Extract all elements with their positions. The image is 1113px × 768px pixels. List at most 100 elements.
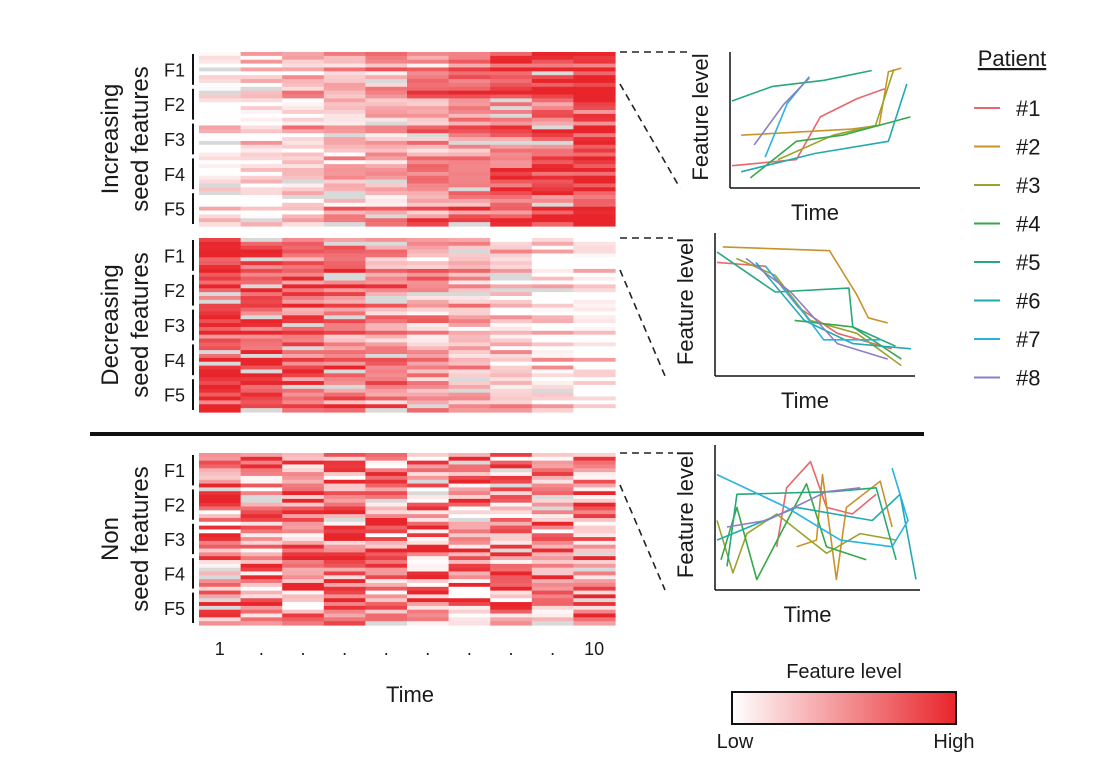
heatmap-cell <box>531 152 574 157</box>
heatmap-cell <box>573 495 616 500</box>
heatmap-cell <box>407 354 450 359</box>
heatmap-cell <box>199 605 242 611</box>
heatmap-cell <box>323 175 366 181</box>
heatmap-cell <box>323 144 366 150</box>
heatmap-cell <box>448 491 491 496</box>
heatmap-cell <box>448 369 491 374</box>
heatmap-cell <box>490 338 533 343</box>
heatmap-cell <box>448 214 491 219</box>
line-plot-non: Time Feature level <box>619 445 920 627</box>
heatmap-cell <box>490 129 533 134</box>
heatmap-cell <box>199 377 242 382</box>
heatmap-cell <box>365 125 408 130</box>
heatmap-cell <box>282 621 325 626</box>
heatmap-cell <box>323 354 366 359</box>
heatmap-cell <box>365 319 408 324</box>
heatmap-cell <box>199 82 242 88</box>
heatmap-cell <box>282 90 325 96</box>
heatmap-cell <box>407 152 450 157</box>
heatmap-cell <box>490 187 533 192</box>
heatmap-cell <box>448 140 491 146</box>
heatmap-cell <box>407 187 450 192</box>
heatmap-cell <box>323 613 366 618</box>
heatmap-cell <box>407 195 450 200</box>
heatmap-cell <box>199 102 242 107</box>
heatmap-cell <box>199 79 242 84</box>
heatmap-cell <box>531 384 574 390</box>
heatmap-cell <box>323 195 366 200</box>
heatmap-cell <box>407 384 450 390</box>
heatmap-cell <box>448 168 491 173</box>
heatmap-cell <box>282 218 325 223</box>
heatmap-cell <box>282 598 325 603</box>
heatmap-cell <box>573 75 616 80</box>
heatmap-cell <box>448 245 491 251</box>
heatmap-cell <box>531 460 574 466</box>
heatmap-cell <box>448 110 491 115</box>
heatmap-cell <box>573 214 616 219</box>
heatmap-cell <box>199 319 242 324</box>
heatmap-cell <box>240 456 283 462</box>
heatmap-cell <box>323 296 366 301</box>
heatmap-cell <box>407 63 450 69</box>
heatmap-cell <box>490 137 533 142</box>
heatmap-cell <box>407 537 450 542</box>
heatmap-cell <box>282 388 325 394</box>
heatmap-cell <box>448 548 491 553</box>
heatmap-cell <box>531 82 574 88</box>
heatmap-cell <box>407 75 450 80</box>
heatmap-cell <box>199 365 242 371</box>
heatmap-cell <box>490 334 533 340</box>
heatmap-cell <box>448 495 491 500</box>
heatmap-cell <box>199 245 242 251</box>
heatmap-cell <box>323 179 366 185</box>
heatmap-cell <box>407 342 450 347</box>
heatmap-cell <box>573 67 616 72</box>
heatmap-cell <box>365 567 408 573</box>
heatmap-cell <box>531 468 574 473</box>
heatmap-cell <box>282 605 325 611</box>
heatmap-cell <box>365 94 408 99</box>
heatmap-cell <box>199 582 242 588</box>
x-tick-label: . <box>384 639 389 659</box>
heatmap-cell <box>365 556 408 561</box>
heatmap-cell <box>323 567 366 573</box>
heatmap-cell <box>573 110 616 115</box>
heatmap-cell <box>240 598 283 603</box>
heatmap-cell <box>365 517 408 523</box>
heatmap-cell <box>323 79 366 84</box>
line-plot-panels: Time Feature level Time Feature level Time Fe… <box>619 51 920 627</box>
heatmap-cell <box>407 140 450 146</box>
heatmap-cell <box>490 171 533 177</box>
heatmap-cell <box>282 560 325 565</box>
heatmap-cell <box>282 491 325 496</box>
heatmap-cell <box>365 168 408 173</box>
heatmap-cell <box>531 483 574 488</box>
heatmap-cell <box>573 369 616 374</box>
heatmap-cell <box>240 117 283 123</box>
heatmap-cell <box>448 79 491 84</box>
heatmap-cell <box>199 257 242 262</box>
heatmap-cell <box>323 369 366 374</box>
heatmap-cell <box>448 67 491 72</box>
heatmap-cell <box>490 152 533 157</box>
heatmap-cell <box>407 617 450 622</box>
heatmap-cell <box>407 334 450 340</box>
heatmap-cell <box>282 315 325 320</box>
heatmap-cell <box>448 63 491 69</box>
heatmap-cell <box>199 175 242 181</box>
heatmap-cell <box>448 396 491 401</box>
heatmap-cell <box>282 609 325 615</box>
heatmap-cell <box>323 517 366 523</box>
heatmap-cell <box>240 121 283 127</box>
heatmap-cell <box>282 483 325 488</box>
heatmap-cell <box>531 621 574 626</box>
heatmap-cell <box>490 261 533 266</box>
heatmap-cell <box>490 106 533 111</box>
heatmap-cell <box>199 357 242 363</box>
heatmap-cell <box>199 323 242 328</box>
heatmap-cell <box>240 495 283 500</box>
heatmap-cell <box>531 175 574 181</box>
heatmap-cell <box>448 517 491 523</box>
heatmap-cell <box>323 617 366 622</box>
